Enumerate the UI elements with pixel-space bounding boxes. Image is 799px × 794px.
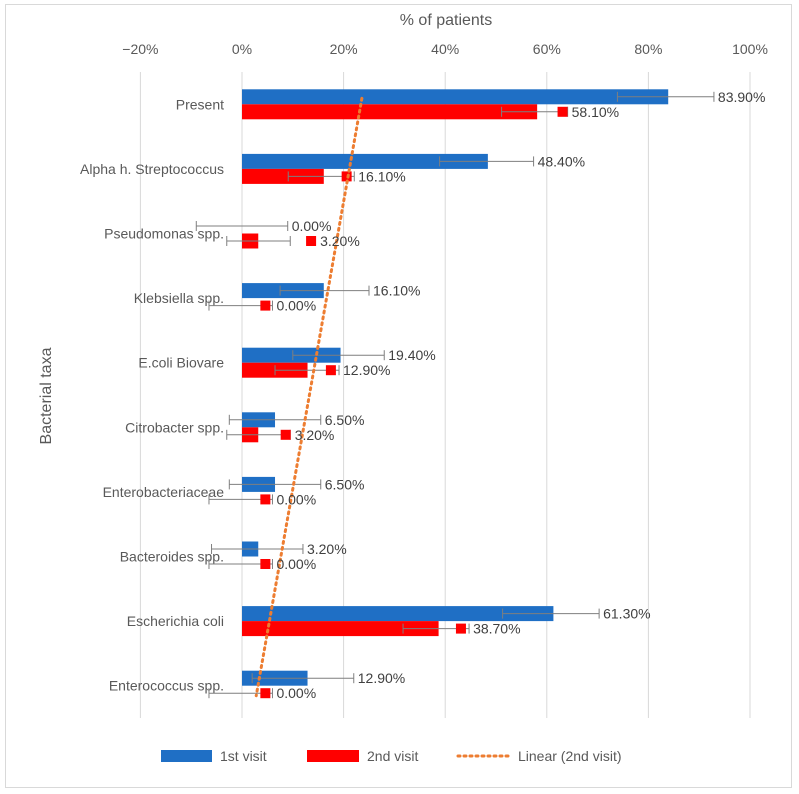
marker-2nd-visit	[260, 300, 271, 311]
x-tick-label: −20%	[122, 41, 158, 57]
marker-2nd-visit	[325, 365, 336, 376]
legend-label-trendline: Linear (2nd visit)	[518, 748, 622, 764]
error-bars	[195, 91, 715, 699]
bar-1st-visit	[242, 153, 488, 169]
legend: 1st visit 2nd visit Linear (2nd visit)	[161, 748, 622, 764]
bar-1st-visit	[242, 89, 669, 105]
trendline-linear-2nd-visit	[254, 96, 364, 698]
y-axis-title: Bacterial taxa	[38, 347, 55, 444]
bar-2nd-visit	[242, 621, 439, 637]
category-label: Alpha h. Streptococcus	[80, 161, 224, 177]
data-label-1st-visit: 0.00%	[292, 218, 332, 234]
category-label: Present	[176, 96, 224, 112]
data-label-2nd-visit: 0.00%	[276, 491, 316, 507]
legend-swatch-2nd-visit	[307, 750, 359, 762]
legend-label-2nd-visit: 2nd visit	[367, 748, 418, 764]
bar-2nd-visit	[242, 168, 324, 184]
data-label-1st-visit: 16.10%	[373, 283, 420, 299]
category-label: Klebsiella spp.	[134, 290, 224, 306]
data-label-1st-visit: 6.50%	[325, 412, 365, 428]
legend-label-1st-visit: 1st visit	[220, 748, 267, 764]
marker-2nd-visit	[260, 494, 271, 505]
data-label-2nd-visit: 3.20%	[295, 427, 335, 443]
data-label-1st-visit: 48.40%	[538, 153, 585, 169]
category-label: Bacteroides spp.	[120, 549, 224, 565]
data-label-1st-visit: 61.30%	[603, 606, 650, 622]
data-label-2nd-visit: 0.00%	[276, 685, 316, 701]
x-tick-label: 80%	[634, 41, 662, 57]
marker-2nd-visit	[260, 688, 271, 699]
data-label-2nd-visit: 0.00%	[276, 556, 316, 572]
marker-2nd-visit	[280, 429, 291, 440]
x-tick-label: 20%	[330, 41, 358, 57]
data-label-2nd-visit: 16.10%	[358, 168, 405, 184]
data-label-2nd-visit: 0.00%	[276, 298, 316, 314]
data-label-2nd-visit: 38.70%	[473, 621, 520, 637]
category-label: Escherichia coli	[127, 613, 224, 629]
category-labels: Present Alpha h. Streptococcus Pseudomonas…	[80, 96, 224, 693]
legend-swatch-1st-visit	[161, 750, 212, 762]
x-tick-label: 0%	[232, 41, 252, 57]
x-tick-label: 60%	[533, 41, 561, 57]
category-label: E.coli Biovare	[138, 355, 224, 371]
bar-2nd-visit	[242, 104, 538, 120]
bar-1st-visit	[242, 606, 554, 622]
x-tick-label: 40%	[431, 41, 459, 57]
trendline	[254, 96, 364, 698]
data-label-1st-visit: 83.90%	[718, 89, 765, 105]
data-label-2nd-visit: 58.10%	[572, 104, 619, 120]
data-label-2nd-visit: 3.20%	[320, 233, 360, 249]
data-label-2nd-visit: 12.90%	[343, 362, 390, 378]
category-label: Enterococcus spp.	[109, 678, 224, 694]
x-axis-ticks: −20% 0% 20% 40% 60% 80% 100%	[122, 41, 768, 57]
data-labels: 83.90%58.10%48.40%16.10%0.00%3.20%16.10%…	[276, 89, 765, 701]
category-label: Enterobacteriaceae	[103, 484, 225, 500]
data-label-1st-visit: 19.40%	[388, 347, 435, 363]
category-label: Citrobacter spp.	[125, 419, 224, 435]
marker-2nd-visit	[306, 236, 317, 246]
data-label-1st-visit: 12.90%	[358, 670, 405, 686]
marker-2nd-visit	[557, 106, 568, 117]
x-tick-label: 100%	[732, 41, 768, 57]
data-label-1st-visit: 6.50%	[325, 476, 365, 492]
marker-2nd-visit	[455, 623, 466, 634]
chart-frame	[5, 4, 792, 788]
x-axis-title: % of patients	[400, 12, 493, 29]
bars	[242, 89, 669, 686]
marker-2nd-visit	[260, 559, 271, 569]
category-label: Pseudomonas spp.	[104, 226, 224, 242]
data-label-1st-visit: 3.20%	[307, 541, 347, 557]
